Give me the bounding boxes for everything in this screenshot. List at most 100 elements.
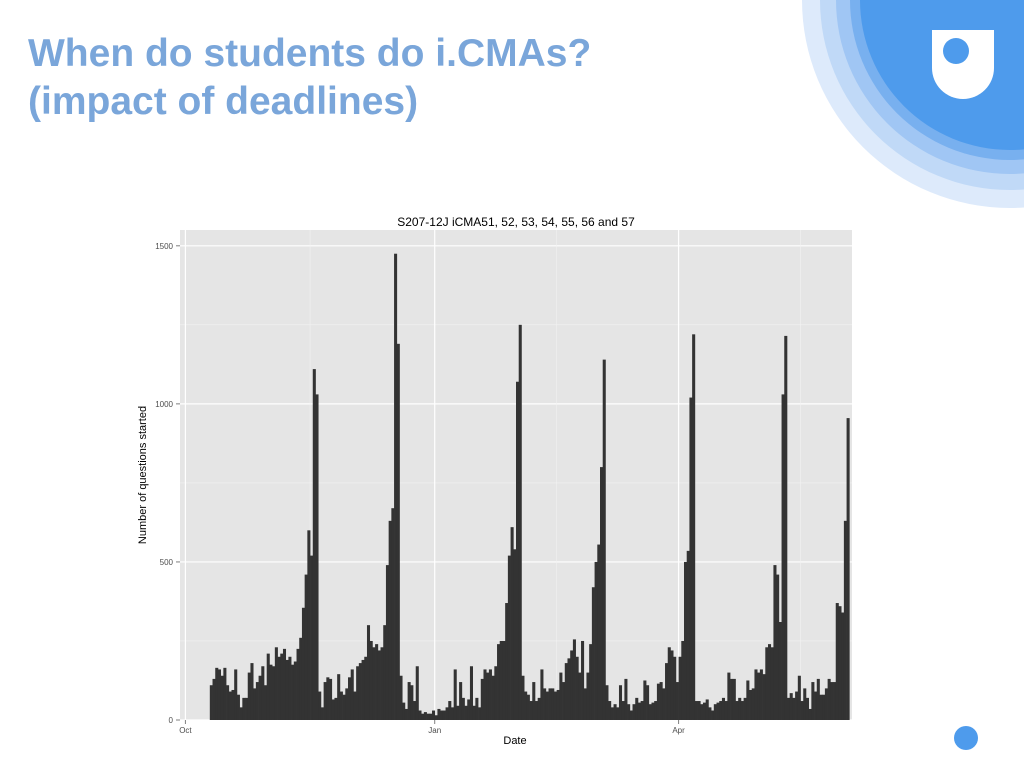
bar [391, 508, 395, 720]
bar [385, 565, 389, 720]
y-axis-label: Number of questions started [137, 406, 149, 544]
bar [494, 666, 498, 720]
y-tick-label: 0 [169, 716, 174, 725]
bar [730, 678, 734, 720]
bar [334, 697, 338, 720]
slide-title: When do students do i.CMAs? (impact of d… [28, 30, 591, 126]
bar [589, 644, 593, 720]
bar [404, 708, 408, 720]
bar [410, 685, 414, 720]
bar [575, 656, 579, 720]
y-tick-label: 500 [160, 558, 174, 567]
bar [421, 713, 425, 720]
bar [846, 418, 850, 720]
open-university-logo-icon[interactable] [932, 30, 994, 99]
bar [629, 710, 633, 720]
bar [234, 669, 238, 720]
bar [372, 647, 376, 720]
bar [339, 691, 343, 720]
bar [632, 704, 636, 720]
x-axis-label: Date [503, 735, 526, 747]
bar-chart: S207-12J iCMA51, 52, 53, 54, 55, 56 and … [137, 215, 852, 747]
bar [318, 691, 322, 720]
bar [702, 702, 707, 720]
chart-title: S207-12J iCMA51, 52, 53, 54, 55, 56 and … [397, 215, 635, 229]
bar [556, 689, 560, 720]
bar [613, 704, 617, 720]
bar [432, 710, 436, 720]
x-tick-label: Jan [428, 726, 441, 735]
bar [524, 691, 528, 720]
bar [843, 520, 847, 720]
bar [358, 663, 362, 720]
bar [816, 678, 820, 720]
bar [426, 713, 430, 720]
bar [456, 705, 460, 720]
bar [472, 705, 476, 720]
bar [402, 702, 406, 720]
bar [505, 603, 509, 720]
bar [751, 688, 755, 720]
bar [304, 574, 308, 720]
bar [445, 707, 449, 720]
bar [713, 704, 717, 720]
bar [277, 656, 281, 720]
bar [789, 693, 793, 720]
bar [540, 669, 544, 720]
bar [594, 561, 598, 720]
bar [768, 644, 772, 720]
bar [597, 544, 601, 720]
bar [299, 637, 303, 720]
bar [369, 640, 373, 720]
bar [838, 606, 842, 720]
bar [643, 680, 647, 720]
x-tick-label: Apr [672, 726, 685, 735]
bar [459, 682, 463, 720]
slide-title-line-2: (impact of deadlines) [28, 80, 419, 123]
bar [616, 707, 620, 720]
bar [348, 677, 352, 720]
bar [502, 640, 506, 720]
bar [770, 647, 774, 720]
bar [610, 707, 614, 720]
bar [228, 691, 232, 720]
bar [526, 694, 530, 720]
bar [746, 680, 750, 720]
bar [716, 702, 720, 720]
bar [564, 663, 568, 720]
bar [773, 565, 777, 720]
bar [345, 688, 349, 720]
bar [261, 666, 265, 720]
bar [534, 701, 539, 720]
bar [510, 527, 514, 720]
decorative-circle-icon [954, 726, 978, 750]
bar [705, 699, 709, 720]
bar [450, 707, 455, 720]
bar [694, 701, 698, 720]
bar [483, 669, 487, 720]
bar [727, 672, 731, 720]
bar [833, 682, 837, 720]
bar [808, 708, 812, 720]
bar [413, 701, 417, 720]
bar [656, 683, 660, 720]
y-tick-label: 1500 [155, 242, 173, 251]
bar [375, 644, 379, 720]
bar [814, 691, 818, 720]
bar [236, 694, 240, 720]
bar [217, 669, 221, 720]
bar [749, 689, 753, 720]
bar [315, 394, 319, 720]
bar [247, 672, 251, 720]
bar [521, 675, 525, 720]
bar [448, 701, 452, 720]
bar [231, 689, 235, 720]
slide-title-line-1: When do students do i.CMAs? [28, 32, 592, 75]
bar [591, 587, 595, 720]
bar [572, 639, 576, 720]
bar [337, 674, 341, 720]
bar [464, 705, 468, 720]
bar [670, 650, 674, 720]
bar [331, 699, 335, 720]
bar [662, 688, 666, 720]
